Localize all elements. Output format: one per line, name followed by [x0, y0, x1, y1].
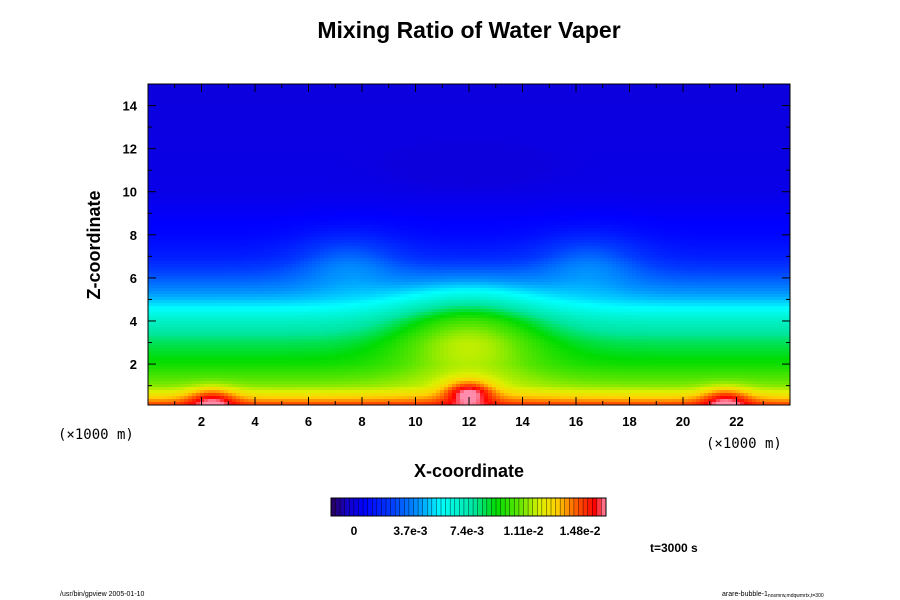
y-axis-unit: (×1000 m): [58, 427, 134, 443]
x-tick-label: 18: [622, 414, 636, 429]
colorbar-band: [344, 498, 350, 516]
x-tick-label: 6: [305, 414, 312, 429]
colorbar-band: [367, 498, 373, 516]
x-tick-label: 20: [676, 414, 690, 429]
colorbar-band: [349, 498, 355, 516]
colorbar-band: [459, 498, 465, 516]
footer-left: /usr/bin/gpview 2005-01-10: [60, 591, 145, 598]
colorbar-band: [363, 498, 368, 516]
colorbar-band: [596, 498, 602, 516]
colorbar-band: [528, 498, 533, 516]
colorbar-band: [587, 498, 593, 516]
colorbar-band: [569, 498, 575, 516]
colorbar-band: [509, 498, 515, 516]
colorbar-band: [518, 498, 524, 516]
colorbar-band: [583, 498, 588, 516]
colorbar-band: [445, 498, 451, 516]
colorbar-band: [601, 498, 607, 516]
y-axis: 2 4 6 8 10 12 14: [123, 99, 790, 387]
colorbar-band: [482, 498, 488, 516]
colorbar-band: [500, 498, 506, 516]
colorbar-band: [422, 498, 428, 516]
footer-right-sub: nosmrw,mdqwmrtx,t=300: [768, 593, 824, 599]
colorbar-band: [560, 498, 566, 516]
colorbar-band: [555, 498, 561, 516]
x-tick-label: 8: [358, 414, 365, 429]
colorbar-band: [564, 498, 570, 516]
colorbar-band: [404, 498, 410, 516]
x-tick-label: 22: [729, 414, 743, 429]
colorbar-tick-label: 3.7e-3: [393, 524, 427, 538]
x-tick-label: 16: [569, 414, 583, 429]
colorbar-band: [335, 498, 341, 516]
y-tick-label: 10: [123, 185, 137, 200]
colorbar-band: [427, 498, 433, 516]
colorbar-band: [372, 498, 378, 516]
colorbar-band: [386, 498, 391, 516]
colorbar-band: [399, 498, 405, 516]
colorbar-tick-label: 1.11e-2: [503, 524, 543, 538]
colorbar-band: [450, 498, 456, 516]
colorbar-band: [381, 498, 387, 516]
colorbar-band: [541, 498, 547, 516]
y-tick-label: 6: [130, 271, 137, 286]
y-tick-label: 14: [123, 99, 138, 114]
colorbar-band: [514, 498, 520, 516]
x-tick-label: 2: [198, 414, 205, 429]
colorbar-band: [546, 498, 552, 516]
y-tick-label: 8: [130, 228, 137, 243]
colorbar-band: [358, 498, 364, 516]
colorbar-band: [477, 498, 483, 516]
colorbar-band: [436, 498, 442, 516]
x-axis-unit: (×1000 m): [706, 436, 782, 452]
colorbar-band: [491, 498, 497, 516]
x-tick-label: 14: [515, 414, 530, 429]
colorbar-band: [418, 498, 423, 516]
colorbar-band: [413, 498, 419, 516]
colorbar-band: [473, 498, 478, 516]
colorbar-tick-label: 1.48e-2: [560, 524, 601, 538]
colorbar-band: [532, 498, 538, 516]
colorbar-band: [390, 498, 396, 516]
x-axis: 2 4 6 8 10 12 14 16 18 20 22: [174, 84, 764, 429]
colorbar-band: [340, 498, 346, 516]
colorbar-band: [468, 498, 474, 516]
y-tick-label: 12: [123, 142, 137, 157]
colorbar-band: [486, 498, 492, 516]
heatmap-field: [148, 84, 790, 405]
colorbar-band: [408, 498, 414, 516]
chart-title: Mixing Ratio of Water Vaper: [317, 17, 620, 43]
x-tick-label: 10: [408, 414, 422, 429]
x-tick-label: 12: [462, 414, 476, 429]
footer-right-main: arare-bubble-1: [722, 591, 768, 598]
colorbar-band: [551, 498, 556, 516]
colorbar-band: [463, 498, 469, 516]
colorbar-band: [505, 498, 511, 516]
colorbar-band: [454, 498, 460, 516]
colorbar-band: [573, 498, 579, 516]
colorbar-band: [523, 498, 529, 516]
colorbar-band: [441, 498, 446, 516]
footer-right: arare-bubble-1nosmrw,mdqwmrtx,t=300: [722, 591, 824, 599]
y-tick-label: 4: [130, 314, 138, 329]
y-axis-label: Z-coordinate: [84, 190, 104, 299]
colorbar-band: [496, 498, 501, 516]
colorbar-band: [431, 498, 437, 516]
colorbar-band: [331, 498, 336, 516]
x-axis-label: X-coordinate: [414, 461, 524, 481]
colorbar-tick-label: 7.4e-3: [450, 524, 484, 538]
colorbar-band: [395, 498, 401, 516]
colorbar: 0 3.7e-3 7.4e-3 1.11e-2 1.48e-2: [330, 497, 607, 538]
x-tick-label: 4: [251, 414, 259, 429]
colorbar-tick-label: 0: [351, 524, 358, 538]
colorbar-band: [578, 498, 584, 516]
colorbar-band: [537, 498, 543, 516]
colorbar-band: [592, 498, 598, 516]
colorbar-band: [376, 498, 382, 516]
colorbar-frame: [330, 497, 607, 517]
colorbar-band: [353, 498, 359, 516]
y-tick-label: 2: [130, 357, 137, 372]
time-label: t=3000 s: [650, 541, 698, 555]
